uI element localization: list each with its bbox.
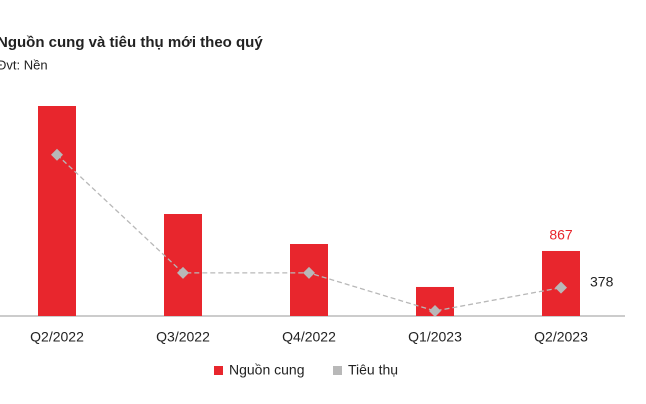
marker (303, 266, 315, 279)
marker (555, 281, 567, 294)
bar (38, 106, 76, 316)
marker (429, 304, 441, 317)
chart-title: Nguồn cung và tiêu thụ mới theo quý (0, 34, 263, 51)
x-tick-label: Q2/2023 (534, 329, 588, 345)
legend-swatch (333, 366, 342, 375)
legend-label: Nguồn cung (229, 362, 305, 378)
chart-subtitle: Đvt: Nền (0, 57, 48, 72)
legend-label: Tiêu thụ (348, 362, 398, 378)
data-label: 867 (549, 227, 573, 243)
data-label: 378 (590, 273, 614, 289)
bar (164, 214, 202, 316)
x-tick-label: Q1/2023 (408, 329, 462, 345)
bar (290, 244, 328, 316)
marker (51, 148, 63, 161)
x-tick-label: Q4/2022 (282, 329, 336, 345)
x-tick-label: Q2/2022 (30, 329, 84, 345)
legend-swatch (214, 366, 223, 375)
x-tick-label: Q3/2022 (156, 329, 210, 345)
marker (177, 266, 189, 279)
